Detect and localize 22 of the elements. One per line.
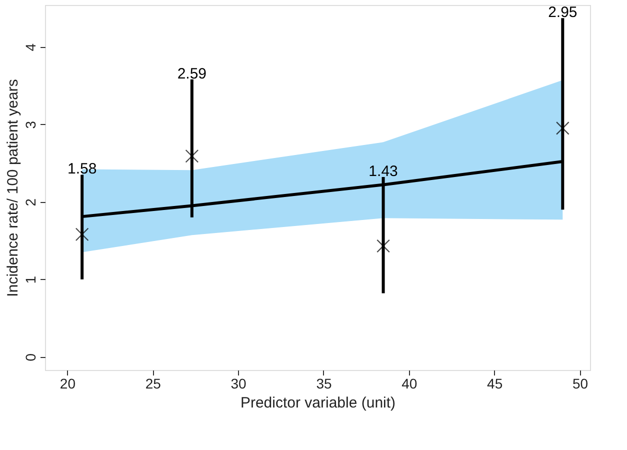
annotation: 1.58 — [67, 160, 97, 178]
x-tick-label: 50 — [572, 376, 588, 392]
point — [556, 121, 570, 135]
x-tick-label: 40 — [402, 376, 418, 392]
y-tick-label: 1 — [22, 276, 38, 284]
y-axis-title: Incidence rate/ 100 patient years — [4, 79, 22, 297]
y-tick-label: 0 — [22, 353, 38, 362]
annotation: 2.95 — [548, 4, 578, 22]
point — [185, 149, 199, 163]
x-tick-label: 45 — [487, 376, 503, 392]
x-tick-label: 30 — [230, 376, 247, 392]
x-axis-title: Predictor variable (unit) — [240, 394, 396, 412]
x-tick-label: 35 — [316, 376, 332, 392]
point — [75, 228, 89, 242]
x-tick-label: 25 — [145, 376, 162, 392]
annotation: 1.43 — [368, 163, 398, 180]
y-tick-label: 2 — [22, 198, 38, 206]
annotation: 2.59 — [177, 65, 207, 82]
y-tick-label: 3 — [22, 120, 38, 129]
y-tick-label: 4 — [22, 43, 38, 52]
x-tick-label: 20 — [60, 376, 76, 392]
point — [376, 239, 390, 253]
